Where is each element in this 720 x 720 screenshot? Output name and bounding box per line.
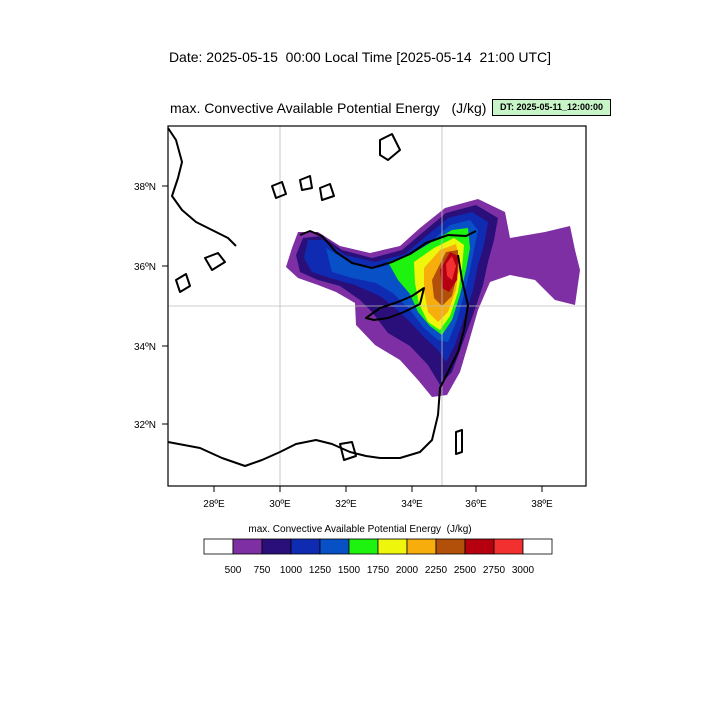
aegean-island-3 — [379, 133, 401, 161]
lon-tick-label: 38ºE — [531, 499, 553, 510]
greece-coast — [167, 127, 237, 247]
colorbar-swatch — [493, 538, 524, 555]
colorbar-tick: 1500 — [338, 565, 361, 576]
colorbar-swatch — [232, 538, 263, 555]
sinai-lake — [455, 429, 463, 455]
colorbar-swatch — [348, 538, 379, 555]
colorbar-tick: 2250 — [425, 565, 448, 576]
lat-tick-label: 36ºN — [134, 262, 156, 273]
lon-tick-marks — [213, 486, 543, 492]
aegean-island-4 — [271, 181, 287, 199]
colorbar-tick: 1000 — [280, 565, 303, 576]
lon-tick-label: 36ºE — [465, 499, 487, 510]
lon-tick-label: 32ºE — [335, 499, 357, 510]
colorbar-swatch — [319, 538, 350, 555]
colorbar-tick: 2750 — [483, 565, 506, 576]
colorbar-swatch — [522, 538, 553, 555]
colorbar-label: max. Convective Available Potential Ener… — [248, 524, 472, 535]
aegean-island-5 — [319, 183, 335, 201]
map-frame — [167, 125, 587, 487]
dt-badge: DT: 2025-05-11_12:00:00 — [492, 99, 611, 116]
colorbar-swatch — [435, 538, 466, 555]
lon-tick-label: 34ºE — [401, 499, 423, 510]
colorbar-swatch — [406, 538, 437, 555]
colorbar: 500 750 1000 1250 1500 1750 2000 2250 25… — [203, 538, 553, 576]
lon-tick-label: 28ºE — [203, 499, 225, 510]
colorbar-tick: 1750 — [367, 565, 390, 576]
colorbar-swatch — [290, 538, 321, 555]
date-line: Date: 2025-05-15 00:00 Local Time [2025-… — [168, 49, 552, 65]
delta-islands — [339, 441, 357, 461]
lat-tick-label: 34ºN — [134, 342, 156, 353]
colorbar-swatch — [203, 538, 234, 555]
crete-coast — [204, 252, 226, 271]
lat-tick-marks — [162, 185, 168, 425]
colorbar-tick: 3000 — [512, 565, 535, 576]
cape-field — [286, 199, 580, 397]
cyprus-coast — [365, 287, 425, 321]
levant-coast — [380, 254, 469, 459]
colorbar-tick: 500 — [225, 565, 242, 576]
colorbar-swatch — [377, 538, 408, 555]
aegean-island-2 — [299, 175, 313, 191]
lon-tick-label: 30ºE — [269, 499, 291, 510]
colorbar-swatch — [261, 538, 292, 555]
cape-level-2750 — [446, 256, 456, 280]
colorbar-tick: 2000 — [396, 565, 419, 576]
colorbar-tick: 2500 — [454, 565, 477, 576]
lat-tick-label: 32ºN — [134, 420, 156, 431]
colorbar-swatch — [464, 538, 495, 555]
turkey-coast — [299, 230, 477, 269]
aegean-island-1 — [175, 273, 191, 293]
lat-tick-label: 38ºN — [134, 182, 156, 193]
coastlines — [167, 127, 477, 467]
colorbar-tick: 1250 — [309, 565, 332, 576]
map-title: max. Convective Available Potential Ener… — [170, 100, 487, 116]
map-gridlines — [168, 126, 586, 486]
colorbar-boxes — [203, 538, 553, 555]
colorbar-tick: 750 — [254, 565, 271, 576]
egypt-coast — [167, 439, 381, 467]
